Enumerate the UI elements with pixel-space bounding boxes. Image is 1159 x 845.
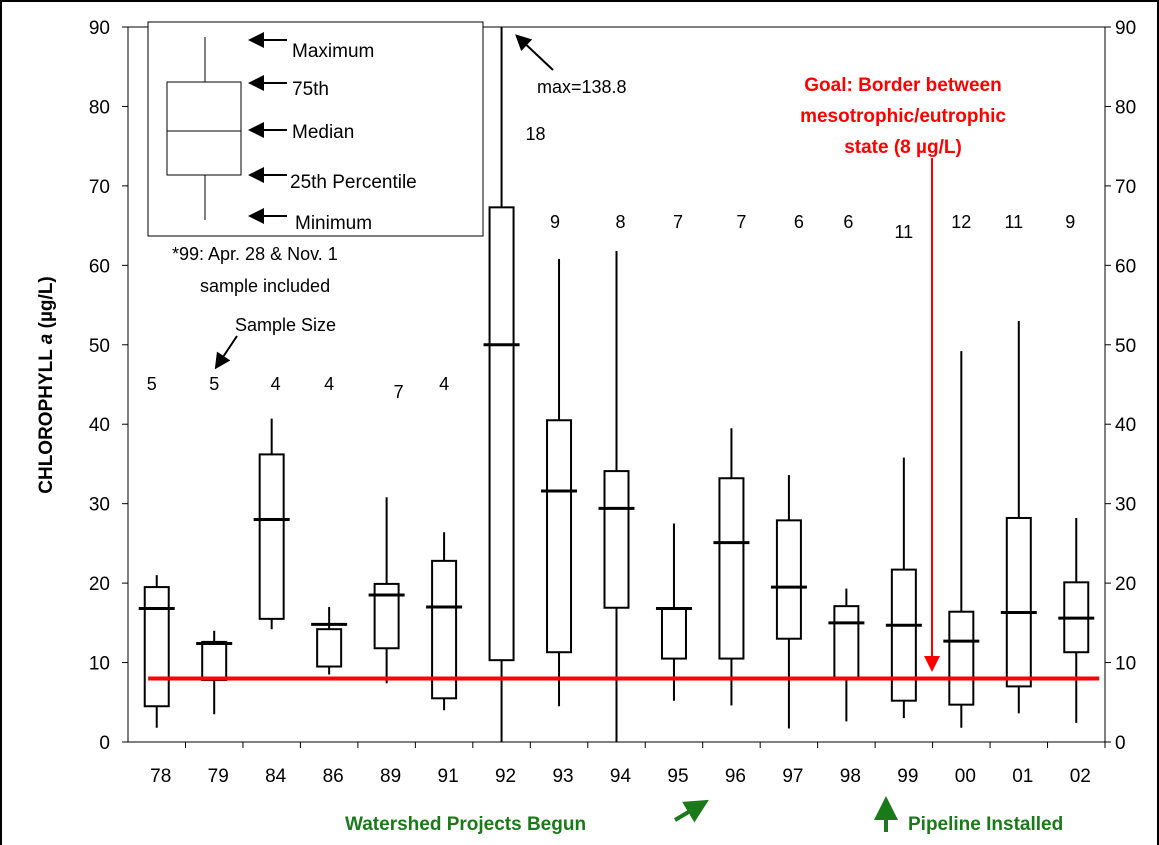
x-tick-label: 89 [380,766,401,787]
note: *99: Apr. 28 & Nov. 1 [172,244,338,264]
box [431,559,458,700]
x-tick-label: 97 [782,766,803,787]
y2-tick-label: 70 [1115,177,1136,198]
arrow [214,335,238,370]
box [833,605,860,680]
x-tick-label: 78 [150,766,171,787]
sample-size: 6 [843,212,853,232]
box [488,206,515,662]
sample-size: 12 [951,212,971,232]
x-tick-label: 92 [495,766,516,787]
sample-size: 4 [271,374,281,394]
box [201,640,228,682]
goal-annotation: Goal: Border between [804,75,1001,96]
box [143,586,170,708]
sample-size-label: Sample Size [235,315,336,335]
legend-arrows [248,32,287,224]
y-axis-label: CHLOROPHYLL a (µg/L) [36,276,57,494]
y-tick-label: 40 [89,415,110,436]
y2-tick-label: 40 [1115,415,1136,436]
sample-size: 5 [209,374,219,394]
y-tick-label: 20 [89,574,110,595]
x-tick-label: 99 [897,766,918,787]
goal-annotation: mesotrophic/eutrophic [800,106,1006,127]
legend-label: Maximum [292,41,374,62]
sample-size: 7 [673,212,683,232]
y-tick-label: 0 [99,733,110,754]
y-tick-label: 50 [89,336,110,357]
sample-size: 4 [439,374,449,394]
x-tick-label: 94 [610,766,632,787]
y-tick-label: 10 [89,654,110,675]
box [546,419,573,654]
box [890,568,917,702]
sample-size: 11 [895,222,914,242]
sample-size: 9 [1065,212,1075,232]
legend-label: 25th Percentile [290,172,417,193]
goal-annotation: state (8 µg/L) [844,137,962,158]
legend-iqr [166,81,242,176]
x-tick-label: 84 [265,766,287,787]
box [718,477,745,660]
box [775,519,802,640]
y2-tick-label: 0 [1115,733,1126,754]
box [316,628,343,668]
box [258,453,285,620]
y2-tick-label: 30 [1115,495,1136,516]
y-tick-label: 60 [89,256,110,277]
y-tick-label: 80 [89,97,110,118]
sample-size: 6 [794,212,804,232]
y2-tick-label: 50 [1115,336,1136,357]
y2-tick-label: 60 [1115,256,1136,277]
y2-tick-label: 90 [1115,18,1136,39]
legend-label: Minimum [295,213,372,234]
x-tick-label: 96 [725,766,746,787]
x-tick-label: 02 [1070,766,1091,787]
event-label: Pipeline Installed [908,814,1063,835]
y2-tick-label: 10 [1115,654,1136,675]
y-tick-label: 70 [89,177,110,198]
note: sample included [200,276,330,296]
sample-size: 5 [147,374,157,394]
arrow [515,34,554,71]
sample-size: 7 [394,382,404,402]
y-tick-label: 90 [89,18,110,39]
event-label: Watershed Projects Begun [345,814,586,835]
y2-tick-label: 80 [1115,97,1136,118]
box [1005,516,1032,688]
max-annotation: max=138.8 [537,77,627,97]
sample-size: 8 [615,212,625,232]
legend-label: 75th [292,79,329,100]
legend-label: Median [292,122,354,143]
x-tick-label: 93 [552,766,573,787]
box [948,610,975,706]
event-arrow [673,799,709,823]
sample-size: 7 [736,212,746,232]
y-label-part: CHLOROPHYLL [36,349,57,494]
box [603,470,630,609]
y-label-part: (µg/L) [36,276,57,328]
box [660,607,687,660]
sample-size: 18 [526,124,546,144]
x-tick-label: 86 [323,766,344,787]
x-tick-label: 00 [955,766,976,787]
y-label-part: a [36,333,57,344]
y-tick-label: 30 [89,495,110,516]
y2-tick-label: 20 [1115,574,1136,595]
sample-size: 9 [550,212,560,232]
x-tick-label: 79 [208,766,229,787]
sample-size: 11 [1004,212,1023,232]
x-tick-label: 91 [438,766,459,787]
x-tick-label: 95 [667,766,688,787]
sample-size: 4 [324,374,334,394]
x-tick-label: 01 [1012,766,1033,787]
x-tick-label: 98 [840,766,861,787]
